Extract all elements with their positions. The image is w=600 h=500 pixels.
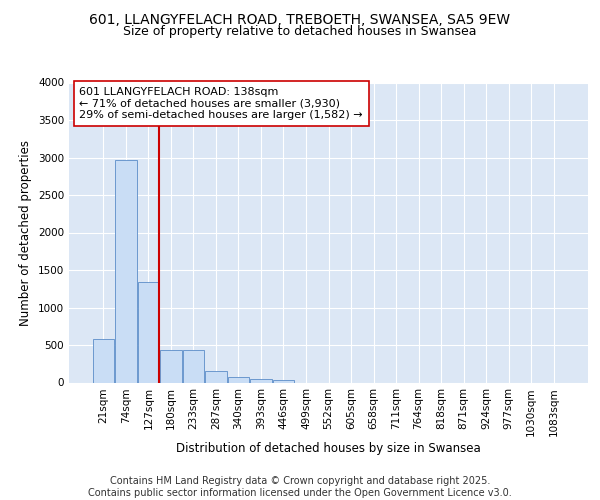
Text: 601, LLANGYFELACH ROAD, TREBOETH, SWANSEA, SA5 9EW: 601, LLANGYFELACH ROAD, TREBOETH, SWANSE… xyxy=(89,12,511,26)
Text: Contains HM Land Registry data © Crown copyright and database right 2025.
Contai: Contains HM Land Registry data © Crown c… xyxy=(88,476,512,498)
Bar xyxy=(205,370,227,382)
Bar xyxy=(228,376,249,382)
Text: 601 LLANGYFELACH ROAD: 138sqm
← 71% of detached houses are smaller (3,930)
29% o: 601 LLANGYFELACH ROAD: 138sqm ← 71% of d… xyxy=(79,87,363,120)
Bar xyxy=(160,350,182,382)
Bar xyxy=(273,380,294,382)
Bar xyxy=(92,339,114,382)
Bar xyxy=(182,350,204,382)
Y-axis label: Number of detached properties: Number of detached properties xyxy=(19,140,32,326)
Bar xyxy=(137,282,159,382)
Bar xyxy=(115,160,137,382)
Bar xyxy=(250,379,272,382)
Text: Size of property relative to detached houses in Swansea: Size of property relative to detached ho… xyxy=(123,25,477,38)
X-axis label: Distribution of detached houses by size in Swansea: Distribution of detached houses by size … xyxy=(176,442,481,454)
